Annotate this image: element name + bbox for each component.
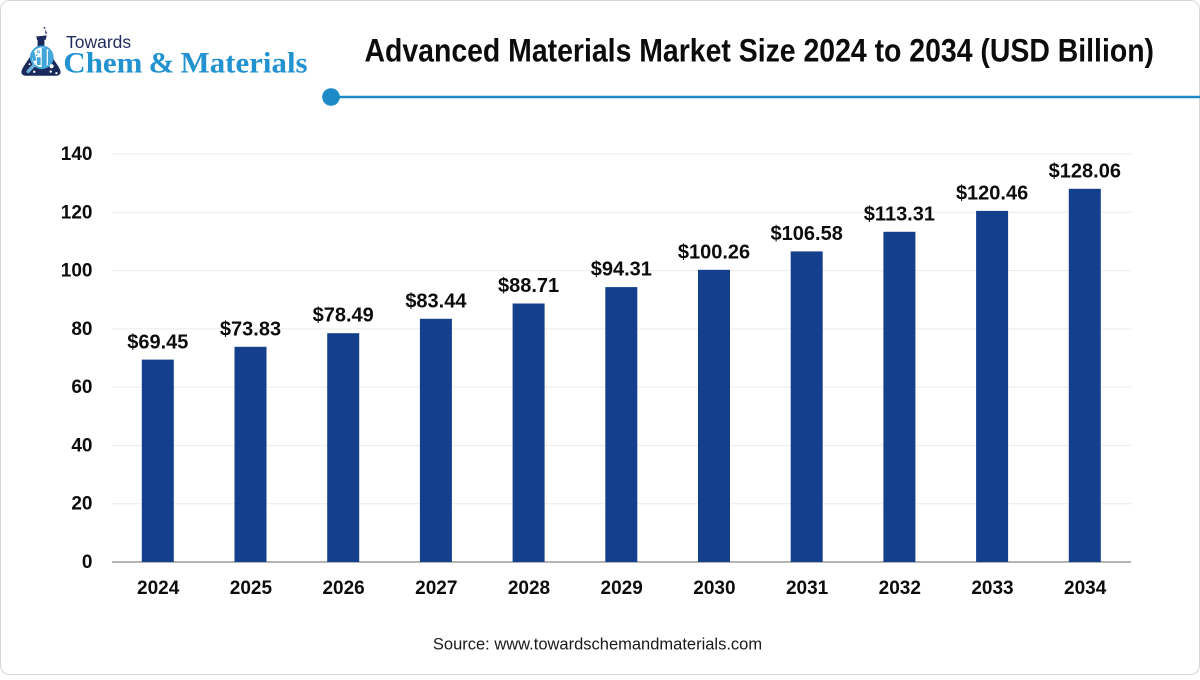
svg-text:2027: 2027	[415, 578, 457, 599]
svg-text:$73.83: $73.83	[220, 318, 281, 340]
svg-text:$88.71: $88.71	[498, 275, 559, 297]
svg-text:20: 20	[71, 494, 92, 515]
svg-text:2033: 2033	[971, 578, 1013, 599]
svg-text:0: 0	[82, 552, 93, 573]
svg-text:2031: 2031	[786, 578, 829, 599]
svg-text:2030: 2030	[693, 578, 735, 599]
svg-text:40: 40	[71, 435, 92, 456]
svg-text:Source: www.towardschemandmate: Source: www.towardschemandmaterials.com	[433, 636, 762, 654]
svg-text:$94.31: $94.31	[591, 259, 652, 281]
svg-text:$120.46: $120.46	[956, 182, 1028, 204]
svg-text:2029: 2029	[601, 578, 643, 599]
svg-text:$113.31: $113.31	[864, 203, 935, 225]
svg-text:2034: 2034	[1064, 578, 1107, 599]
svg-text:120: 120	[61, 202, 93, 223]
svg-text:$83.44: $83.44	[405, 290, 467, 312]
svg-text:100: 100	[61, 261, 93, 282]
svg-text:2024: 2024	[137, 578, 180, 599]
svg-text:2028: 2028	[508, 578, 550, 599]
svg-text:$128.06: $128.06	[1049, 160, 1121, 182]
svg-text:$100.26: $100.26	[678, 241, 750, 263]
svg-text:$78.49: $78.49	[313, 305, 374, 327]
svg-text:Advanced Materials Market Size: Advanced Materials Market Size 2024 to 2…	[365, 34, 1155, 69]
svg-text:140: 140	[61, 144, 93, 165]
svg-text:60: 60	[71, 377, 92, 398]
svg-text:2032: 2032	[879, 578, 921, 599]
svg-text:Towards: Towards	[66, 32, 131, 52]
svg-text:2026: 2026	[322, 578, 364, 599]
svg-text:2025: 2025	[230, 578, 273, 599]
svg-text:$69.45: $69.45	[127, 331, 188, 353]
svg-text:80: 80	[71, 319, 92, 340]
svg-text:Chem & Materials: Chem & Materials	[63, 46, 307, 79]
svg-text:$106.58: $106.58	[771, 223, 843, 245]
